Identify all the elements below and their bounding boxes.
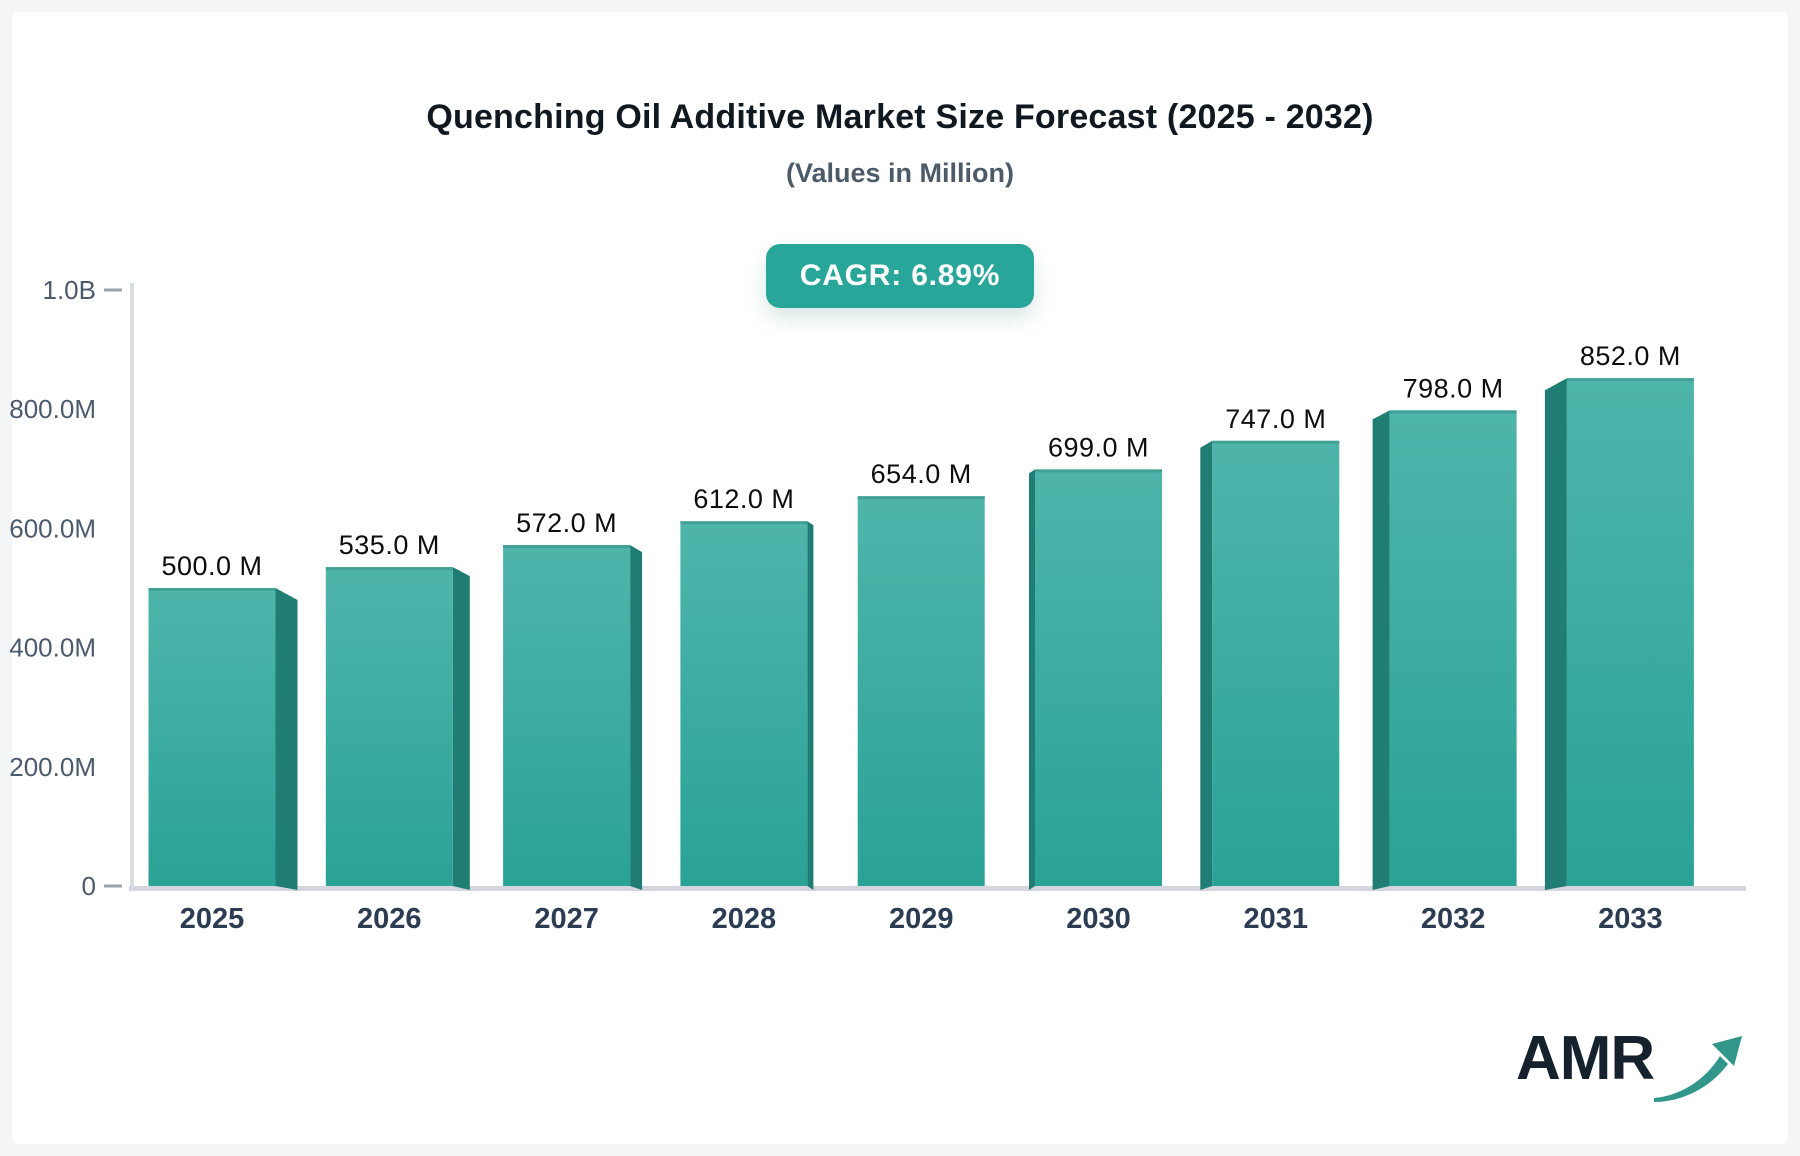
amr-logo-text: AMR — [1516, 1024, 1655, 1093]
x-axis-label: 2025 — [180, 903, 245, 935]
bar-2027-top-edge — [503, 545, 631, 549]
bar-value-label: 699.0 M — [1048, 432, 1149, 462]
y-axis-label: 800.0M — [9, 394, 96, 424]
bar-value-label: 852.0 M — [1580, 341, 1681, 371]
y-axis-label: 1.0B — [43, 275, 97, 305]
cagr-badge-wrap: CAGR: 6.89% — [0, 244, 1800, 308]
bar-2032-side-face — [1372, 410, 1390, 890]
bar-2033-top-edge — [1566, 378, 1694, 382]
bar-2030-side-face — [1029, 469, 1035, 890]
chart-subtitle: (Values in Million) — [785, 158, 1015, 188]
bar-value-label: 798.0 M — [1403, 373, 1504, 403]
x-axis-label: 2033 — [1598, 903, 1663, 935]
bar-2028-side-face — [807, 521, 814, 890]
y-axis-label: 0 — [82, 871, 96, 901]
y-axis-label: 200.0M — [9, 752, 96, 782]
bar-2028[interactable] — [680, 521, 808, 886]
growth-arrow-icon — [1654, 1036, 1743, 1102]
bar-2027-side-face — [630, 545, 643, 890]
bar-2026[interactable] — [325, 567, 453, 886]
bar-2032-top-edge — [1389, 410, 1517, 414]
bar-2026-side-face — [452, 567, 470, 890]
bar-2033-side-face — [1544, 378, 1567, 890]
x-axis-label: 2026 — [357, 903, 422, 935]
cagr-badge: CAGR: 6.89% — [765, 244, 1035, 308]
bar-2030[interactable] — [1035, 469, 1162, 886]
x-axis-label: 2028 — [712, 903, 777, 935]
bar-value-label: 747.0 M — [1225, 404, 1326, 434]
y-axis-label: 400.0M — [9, 633, 96, 663]
x-axis-label: 2030 — [1066, 903, 1131, 935]
bar-value-label: 500.0 M — [161, 551, 262, 581]
bar-2025-top-edge — [148, 588, 276, 591]
bar-2031-side-face — [1200, 440, 1213, 890]
bar-2025[interactable] — [148, 588, 276, 886]
bar-2025-side-face — [275, 588, 298, 890]
amr-logo: AMR — [1516, 1028, 1746, 1110]
bar-2032[interactable] — [1389, 410, 1517, 886]
bar-value-label: 654.0 M — [871, 459, 972, 489]
bar-2026-top-edge — [325, 567, 453, 571]
bar-value-label: 572.0 M — [516, 508, 617, 538]
bar-2031[interactable] — [1212, 440, 1340, 886]
x-axis-label: 2031 — [1244, 903, 1309, 935]
y-axis-label: 600.0M — [9, 513, 96, 543]
bar-value-label: 535.0 M — [339, 530, 440, 560]
x-axis-label: 2029 — [889, 903, 954, 935]
bar-2028-top-edge — [680, 521, 808, 525]
bar-2030-top-edge — [1035, 469, 1162, 473]
chart-title: Quenching Oil Additive Market Size Forec… — [426, 98, 1374, 136]
x-axis-label: 2027 — [534, 903, 599, 935]
bar-2031-top-edge — [1212, 440, 1340, 444]
bar-2027[interactable] — [503, 545, 631, 886]
bar-2033[interactable] — [1566, 378, 1694, 886]
bar-2029[interactable] — [857, 496, 985, 886]
bar-2029-top-edge — [857, 496, 985, 500]
bar-value-label: 612.0 M — [693, 484, 794, 514]
x-axis-label: 2032 — [1421, 903, 1486, 935]
